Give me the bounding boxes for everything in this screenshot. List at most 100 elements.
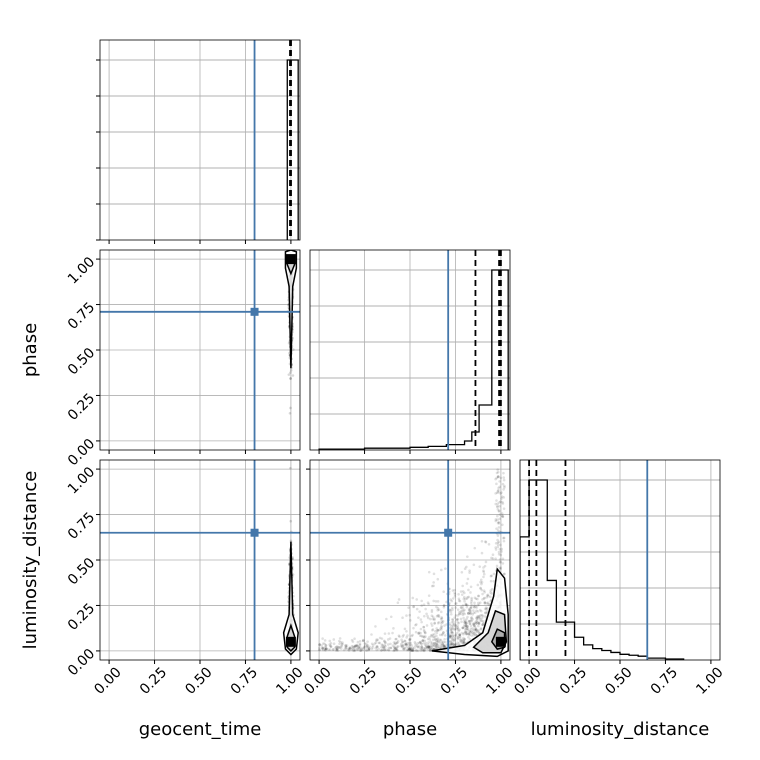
sample-point	[406, 634, 409, 637]
sample-point	[420, 645, 424, 648]
sample-point	[500, 491, 503, 494]
sample-point	[500, 495, 504, 498]
sample-point	[433, 617, 436, 621]
sample-point	[433, 641, 437, 645]
sample-point	[344, 646, 347, 650]
sample-point	[462, 616, 465, 620]
sample-point	[419, 631, 422, 635]
sample-point	[317, 648, 321, 652]
sample-point	[467, 612, 470, 616]
sample-point	[449, 631, 453, 635]
x-tick-label: 0.25	[137, 664, 170, 697]
sample-point	[498, 513, 502, 517]
sample-point	[470, 619, 473, 623]
sample-point	[449, 643, 452, 646]
sample-point	[386, 638, 390, 641]
sample-point	[484, 560, 488, 564]
sample-point	[422, 641, 426, 645]
sample-point	[450, 630, 454, 634]
sample-point	[397, 598, 401, 601]
sample-point	[463, 628, 467, 631]
panel-phase-marginal	[309, 249, 511, 454]
sample-point	[483, 596, 486, 600]
sample-point	[449, 640, 453, 643]
sample-point	[448, 608, 452, 612]
sample-point	[401, 647, 405, 651]
sample-point	[479, 580, 482, 584]
sample-point	[432, 599, 435, 603]
sample-point	[344, 645, 348, 648]
sample-point	[394, 647, 397, 651]
y-tick-label: 0.25	[65, 390, 98, 423]
y-tick-label: 0.00	[65, 646, 98, 679]
sample-point	[453, 591, 456, 595]
sample-point	[329, 645, 333, 649]
sample-point	[417, 645, 421, 648]
sample-point	[484, 540, 487, 543]
sample-point	[474, 621, 478, 625]
sample-point	[453, 593, 457, 596]
sample-point	[449, 612, 453, 616]
sample-point	[474, 611, 477, 614]
y-axis-label: phase	[20, 323, 41, 377]
contour	[284, 250, 298, 369]
panel-phase-vs-luminosity_distance: 0.00 0.25 0.50 0.75 1.00	[301, 459, 517, 698]
panel-content	[100, 250, 300, 450]
sample-point	[327, 648, 330, 652]
sample-point	[393, 646, 396, 649]
sample-point	[318, 643, 321, 647]
sample-point	[384, 645, 387, 648]
sample-point	[402, 633, 405, 637]
sample-point	[463, 612, 466, 616]
sample-point	[469, 585, 473, 589]
sample-point	[453, 642, 457, 646]
sample-point	[502, 536, 506, 540]
sample-point	[431, 641, 434, 645]
sample-point	[394, 637, 397, 641]
sample-point	[470, 616, 473, 620]
sample-point	[483, 600, 487, 604]
sample-point	[434, 645, 438, 648]
sample-point	[484, 611, 487, 614]
sample-point	[430, 610, 434, 614]
sample-point	[363, 642, 367, 645]
sample-point	[432, 635, 435, 639]
sample-point	[466, 627, 470, 630]
sample-point	[435, 644, 438, 647]
sample-point	[320, 647, 324, 650]
sample-point	[348, 647, 352, 651]
sample-point	[318, 648, 321, 652]
sample-point	[354, 644, 357, 648]
sample-point	[462, 642, 466, 645]
sample-point	[459, 640, 463, 643]
sample-point	[462, 642, 465, 646]
y-tick-label: 0.50	[65, 555, 98, 588]
sample-point	[471, 627, 475, 630]
sample-point	[436, 629, 440, 632]
sample-point	[482, 566, 485, 569]
sample-point	[470, 603, 473, 607]
sample-point	[415, 598, 419, 601]
sample-point	[387, 646, 391, 650]
sample-point	[462, 638, 466, 642]
sample-point	[322, 642, 325, 645]
sample-point	[396, 639, 400, 643]
sample-point	[432, 584, 435, 588]
sample-point	[452, 643, 456, 647]
sample-point	[480, 580, 484, 584]
sample-point	[473, 546, 477, 550]
sample-point	[497, 550, 501, 554]
sample-point	[470, 616, 473, 619]
sample-point	[451, 634, 455, 637]
sample-point	[479, 587, 482, 590]
sample-point	[413, 640, 417, 644]
sample-point	[496, 508, 500, 511]
sample-point	[498, 558, 502, 561]
sample-point	[467, 620, 471, 623]
sample-point	[442, 631, 445, 634]
sample-point	[394, 642, 398, 646]
sample-point	[410, 649, 414, 652]
sample-point	[364, 648, 368, 651]
sample-point	[471, 629, 475, 632]
sample-point	[388, 637, 392, 640]
